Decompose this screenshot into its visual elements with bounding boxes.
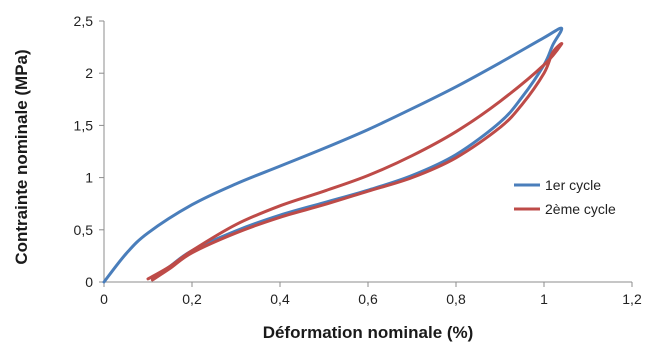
legend-label-1: 1er cycle [545,177,601,193]
x-tick-label: 0,8 [446,291,466,307]
x-tick-label: 0,6 [358,291,378,307]
x-tick-label: 1 [540,291,548,307]
x-ticks: 0 0,2 0,4 0,6 0,8 1 1,2 [100,282,642,307]
y-tick-label: 0 [85,274,93,290]
x-tick-label: 1,2 [622,291,642,307]
x-tick-label: 0,4 [270,291,290,307]
x-axis-title: Déformation nominale (%) [263,323,474,342]
legend-label-2: 2ème cycle [545,201,616,217]
plot-area: 0 0,2 0,4 0,6 0,8 1 1,2 0 0,5 1 1,5 2 2,5 [74,13,642,307]
legend: 1er cycle 2ème cycle [514,177,616,217]
y-tick-label: 0,5 [74,222,94,238]
series-line-1 [102,26,564,284]
y-axis-title: Contrainte nominale (MPa) [12,49,31,264]
y-tick-label: 1,5 [74,117,94,133]
series-layer [102,26,564,284]
y-ticks: 0 0,5 1 1,5 2 2,5 [74,13,104,290]
y-tick-label: 1 [85,170,93,186]
x-tick-label: 0,2 [182,291,202,307]
x-tick-label: 0 [100,291,108,307]
y-tick-label: 2 [85,65,93,81]
y-tick-label: 2,5 [74,13,94,29]
series-line-2 [146,42,564,282]
